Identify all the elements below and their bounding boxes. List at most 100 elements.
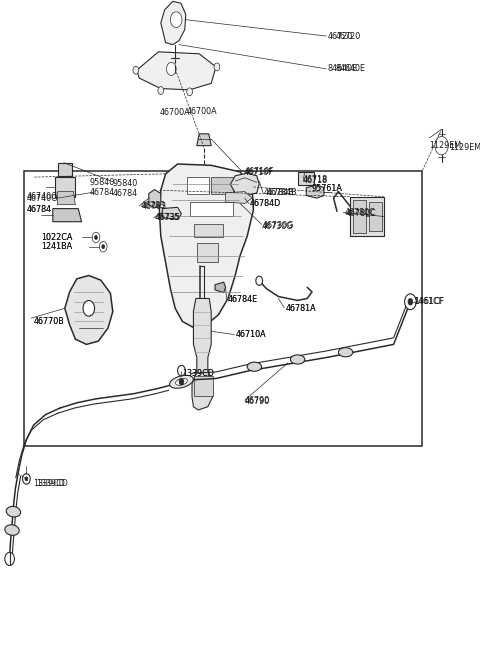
Text: 95761A: 95761A	[312, 184, 343, 194]
Text: 1022CA: 1022CA	[41, 233, 72, 242]
Text: 46790: 46790	[245, 397, 270, 406]
Text: 46784: 46784	[26, 205, 51, 215]
Text: 46720: 46720	[327, 31, 353, 41]
Text: 46784B: 46784B	[264, 188, 295, 197]
Circle shape	[256, 276, 263, 285]
Polygon shape	[53, 209, 82, 222]
Text: 46720: 46720	[336, 31, 361, 41]
Text: 46784B: 46784B	[266, 188, 297, 197]
Circle shape	[99, 241, 107, 252]
Bar	[211, 177, 233, 194]
Text: 46781A: 46781A	[286, 304, 316, 313]
Ellipse shape	[169, 375, 193, 388]
Bar	[187, 177, 209, 194]
Ellipse shape	[176, 379, 187, 385]
Text: 1129EM: 1129EM	[430, 141, 462, 150]
Bar	[350, 197, 384, 236]
Circle shape	[187, 88, 192, 96]
Text: 1339CD: 1339CD	[36, 479, 68, 488]
Ellipse shape	[5, 525, 19, 535]
Text: 46700A: 46700A	[186, 107, 217, 116]
Text: 46780C: 46780C	[346, 209, 376, 218]
Text: 1022CA: 1022CA	[41, 233, 72, 242]
Polygon shape	[215, 282, 226, 293]
Circle shape	[435, 136, 448, 155]
Bar	[298, 172, 314, 185]
Circle shape	[83, 300, 95, 316]
Text: 46784: 46784	[113, 189, 138, 198]
Text: 1241BA: 1241BA	[41, 242, 72, 251]
Text: 46718: 46718	[302, 175, 327, 184]
Circle shape	[179, 379, 184, 385]
Ellipse shape	[290, 355, 305, 364]
Polygon shape	[161, 1, 186, 45]
Polygon shape	[159, 164, 253, 328]
Text: 46710A: 46710A	[235, 330, 266, 339]
Text: 46784E: 46784E	[228, 295, 258, 304]
Text: 84640E: 84640E	[327, 64, 357, 73]
Text: 84640E: 84640E	[336, 64, 366, 73]
Circle shape	[408, 298, 413, 305]
Polygon shape	[162, 207, 181, 219]
Text: 46730G: 46730G	[263, 221, 294, 230]
Polygon shape	[65, 276, 113, 344]
Circle shape	[167, 62, 176, 75]
Text: 46781A: 46781A	[286, 304, 316, 313]
Text: 46784: 46784	[90, 188, 115, 197]
Bar	[369, 202, 382, 231]
Polygon shape	[149, 190, 161, 208]
Bar	[194, 376, 213, 396]
Text: 46770B: 46770B	[34, 317, 64, 326]
Text: 46730G: 46730G	[262, 222, 293, 231]
Polygon shape	[58, 192, 75, 205]
Text: 46783: 46783	[141, 201, 166, 211]
Text: 46735: 46735	[155, 213, 180, 222]
Text: 46784E: 46784E	[228, 295, 258, 304]
Bar	[190, 202, 233, 216]
Circle shape	[25, 477, 28, 481]
Text: 1339CD: 1339CD	[182, 369, 214, 379]
Text: 46780C: 46780C	[345, 208, 375, 217]
Circle shape	[405, 294, 416, 310]
Circle shape	[92, 232, 100, 243]
Text: 1241BA: 1241BA	[41, 242, 72, 251]
Text: 46770B: 46770B	[34, 317, 64, 326]
Text: 46710F: 46710F	[243, 168, 273, 177]
Circle shape	[95, 236, 97, 239]
Text: 46740G: 46740G	[26, 192, 58, 201]
Text: 1339CD: 1339CD	[182, 369, 214, 379]
Polygon shape	[230, 173, 259, 195]
Text: 95840: 95840	[113, 179, 138, 188]
Polygon shape	[226, 192, 252, 203]
Bar	[197, 243, 218, 262]
Circle shape	[158, 87, 164, 94]
Polygon shape	[306, 185, 324, 198]
Circle shape	[170, 12, 182, 28]
Ellipse shape	[6, 506, 21, 517]
Circle shape	[214, 63, 220, 71]
Ellipse shape	[247, 362, 262, 371]
Polygon shape	[192, 298, 213, 410]
Text: 46790: 46790	[245, 396, 270, 405]
Text: 1461CF: 1461CF	[413, 297, 443, 306]
Circle shape	[5, 552, 14, 565]
Text: 46735: 46735	[156, 213, 181, 222]
Text: 95840: 95840	[90, 178, 115, 187]
Text: 46783: 46783	[142, 202, 167, 211]
Bar	[24, 171, 422, 446]
Circle shape	[102, 245, 105, 249]
Text: 46740G: 46740G	[26, 194, 58, 203]
Ellipse shape	[338, 348, 353, 357]
Text: 46784D: 46784D	[250, 199, 281, 208]
Text: 1129EM: 1129EM	[449, 143, 480, 152]
Text: 46710F: 46710F	[245, 167, 275, 176]
Circle shape	[178, 365, 185, 376]
Circle shape	[133, 66, 139, 74]
Text: 46700A: 46700A	[160, 108, 191, 117]
Polygon shape	[137, 52, 216, 90]
Text: 1339CD: 1339CD	[34, 479, 65, 488]
Bar	[58, 163, 72, 176]
Text: 1461CF: 1461CF	[414, 297, 444, 306]
Text: 46710A: 46710A	[235, 330, 266, 339]
Text: 46718: 46718	[302, 176, 327, 185]
